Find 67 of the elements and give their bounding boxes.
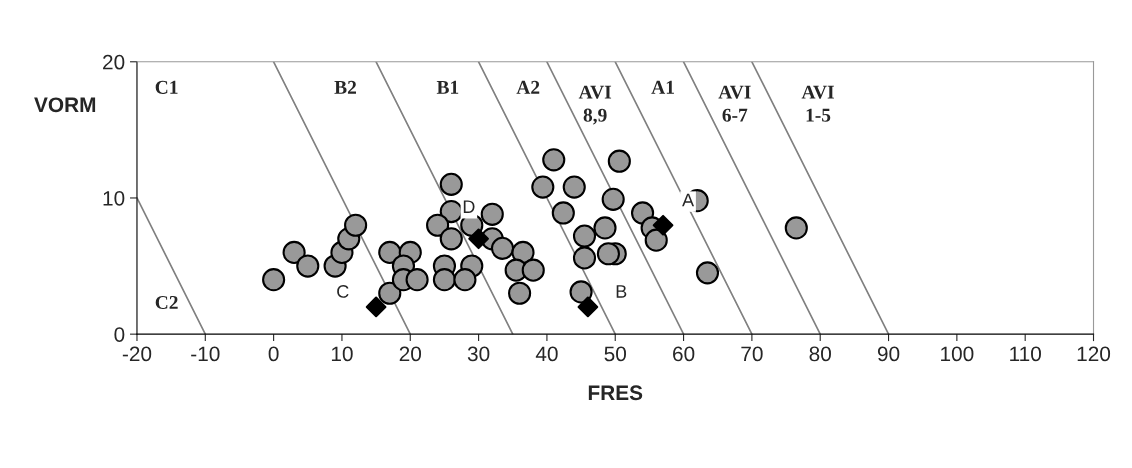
x-tick-label: 0: [268, 346, 279, 362]
x-tick-label: 20: [399, 346, 422, 362]
x-tick-label: 50: [604, 346, 627, 362]
point: [282, 240, 306, 265]
point: [365, 296, 387, 318]
point: [405, 268, 429, 292]
point: [439, 227, 463, 251]
x-tick-label: 60: [673, 346, 695, 362]
point: [551, 201, 575, 225]
x-tick-label: 110: [1010, 346, 1041, 362]
y-tick-label: 10: [103, 190, 125, 206]
point: [577, 296, 599, 318]
y-axis-title: VORM: [34, 97, 96, 113]
annotation: AVI 6-7: [718, 85, 751, 122]
x-axis-title: FRES: [588, 385, 643, 401]
point: [572, 246, 597, 270]
point: [453, 268, 477, 292]
point: [607, 149, 631, 173]
point: [596, 242, 620, 266]
x-tick-label: -10: [191, 346, 220, 362]
point: [784, 216, 808, 240]
annotation: C2: [155, 295, 178, 310]
x-tick-label: -20: [122, 346, 152, 362]
point: [695, 261, 720, 285]
annotation: AVI 1-5: [801, 85, 834, 122]
point: [644, 228, 668, 252]
annotation: C1: [155, 80, 178, 94]
x-tick-label: 80: [809, 346, 831, 362]
x-tick-label: 70: [741, 346, 763, 362]
point: [296, 254, 320, 278]
point: [542, 148, 566, 172]
y-tick-label: 0: [114, 327, 125, 342]
point: [432, 268, 456, 292]
x-tick-label: 10: [331, 346, 353, 362]
point: [521, 258, 545, 282]
annotation: A2: [516, 80, 540, 94]
point: [593, 216, 617, 240]
annotation: D: [463, 200, 475, 213]
point: [262, 268, 286, 292]
x-tick-label: 100: [941, 346, 974, 362]
point: [468, 228, 489, 250]
point: [572, 224, 597, 248]
x-tick-label: 120: [1077, 346, 1111, 362]
y-tick-label: 20: [103, 54, 125, 70]
point: [378, 240, 402, 265]
x-tick-label: 40: [535, 346, 558, 362]
point: [344, 213, 368, 237]
x-tick-label: 30: [467, 346, 490, 362]
point: [531, 175, 555, 199]
annotation: B: [616, 285, 627, 298]
point: [490, 236, 515, 260]
point: [508, 281, 532, 305]
point: [562, 175, 586, 199]
point: [480, 202, 504, 226]
annotation: AVI 8,9: [578, 85, 612, 125]
point: [652, 214, 674, 236]
annotation: B1: [436, 80, 459, 94]
annotation: C: [337, 285, 349, 298]
point: [426, 213, 450, 237]
annotation: A1: [651, 80, 674, 94]
x-tick-label: 90: [877, 346, 900, 362]
annotation: A: [682, 193, 695, 207]
point: [569, 280, 593, 304]
point: [378, 281, 402, 305]
point: [439, 172, 463, 196]
point: [601, 187, 625, 211]
annotation: B2: [334, 80, 357, 94]
